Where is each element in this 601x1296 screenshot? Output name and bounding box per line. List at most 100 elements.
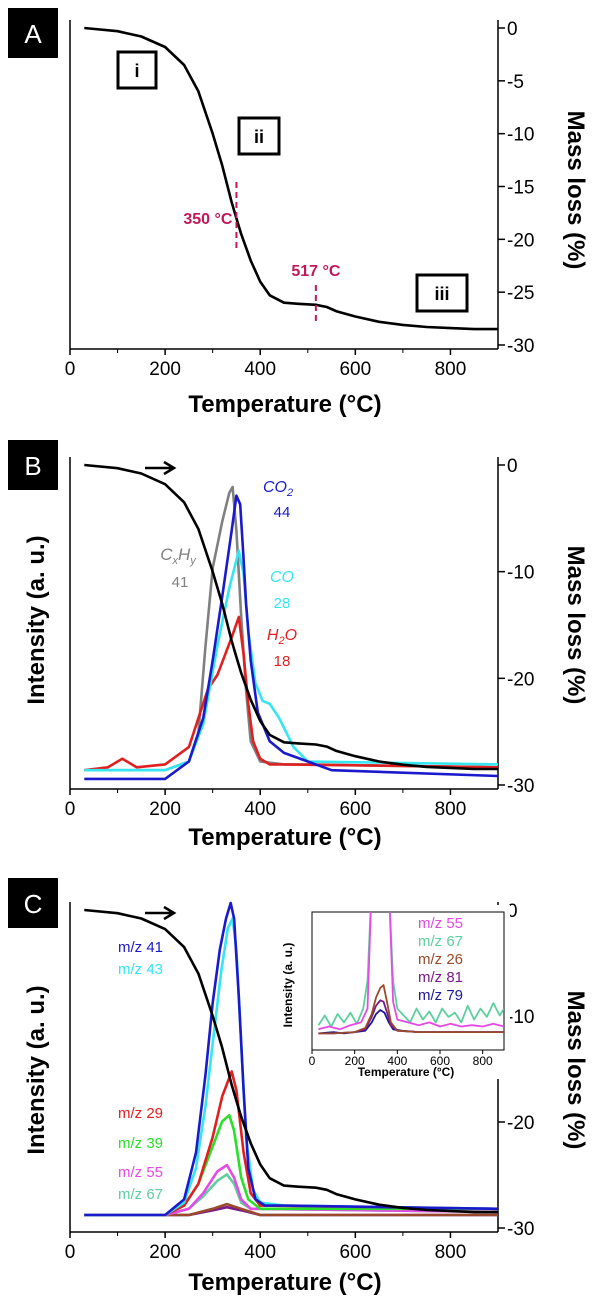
stage-ii-label: ii — [254, 127, 264, 147]
y-tick-label: 0 — [507, 901, 518, 922]
label-h2o-mz: 18 — [274, 653, 291, 670]
y-tick-label: -5 — [507, 72, 524, 93]
x-tick-label: 800 — [435, 1242, 467, 1263]
series-label: m/z 67 — [118, 1186, 163, 1203]
ms-curve-m-z-29 — [84, 1070, 499, 1217]
inset-x-tick-label: 800 — [473, 1054, 493, 1068]
ms-curve-h2o — [84, 615, 499, 772]
heating-arrow-icon — [145, 905, 177, 921]
inset-curve-m-z-67 — [317, 912, 504, 1028]
inset-legend-entry: m/z 81 — [418, 969, 463, 986]
label-co2-mz: 44 — [274, 504, 291, 521]
panel-c-letter: C — [24, 889, 43, 919]
inset-curves-group — [317, 912, 504, 1035]
mass-loss-line — [84, 463, 498, 771]
x-tick-label: 200 — [149, 799, 181, 820]
x-tick-label: 400 — [244, 359, 276, 380]
x-tick-label: 0 — [65, 359, 76, 380]
series-label: m/z 55 — [118, 1164, 163, 1181]
panel-b-letter: B — [24, 451, 41, 481]
ms-curve-m-z-26 — [84, 1202, 498, 1217]
heating-arrow-icon — [145, 460, 177, 476]
annotation-517: 517 °C — [291, 263, 341, 280]
panel-c-inset: 0 200 400 600 800 m/z 55m/z 67m/z 26m/z 81m/… — [278, 905, 510, 1079]
y-tick-label: -25 — [507, 283, 534, 304]
panel-a-xlabel: Temperature (°C) — [188, 391, 381, 418]
panel-b-ylabel-right: Mass loss (%) — [562, 546, 589, 705]
y-tick-label: 0 — [507, 456, 518, 477]
series-label: m/z 39 — [118, 1135, 163, 1152]
panel-c-xlabel: Temperature (°C) — [188, 1269, 381, 1296]
stage-iii-label: iii — [434, 284, 449, 304]
inset-x-tick-label: 0 — [309, 1054, 316, 1068]
inset-frame — [311, 911, 505, 1051]
x-tick-label: 200 — [149, 359, 181, 380]
inset-ylabel: Intensity (a. u.) — [281, 943, 295, 1028]
panel-b-badge — [8, 440, 58, 490]
label-cxhy-mz: 41 — [172, 574, 189, 591]
ms-curve-co2 — [84, 494, 499, 781]
inset-xlabel: Temperature (°C) — [358, 1065, 455, 1079]
y-tick-label: -20 — [507, 669, 534, 690]
x-tick-label: 600 — [339, 1242, 371, 1263]
inset-legend-entry: m/z 67 — [418, 933, 463, 950]
x-tick-label: 200 — [149, 1242, 181, 1263]
panel-b-xlabel: Temperature (°C) — [188, 824, 381, 851]
label-h2o: H2O — [267, 627, 297, 647]
x-tick-label: 800 — [435, 799, 467, 820]
label-co2: CO2 — [263, 479, 293, 499]
x-tick-label: 0 — [65, 1242, 76, 1263]
inset-x-tick-label: 400 — [387, 1054, 407, 1068]
ms-curve-m-z-41 — [84, 901, 499, 1217]
stage-iii-box — [415, 273, 469, 313]
panel-a-badge — [8, 8, 58, 58]
inset-legend-entry: m/z 55 — [418, 915, 463, 932]
x-tick-label: 0 — [65, 799, 76, 820]
y-tick-label: -20 — [507, 1113, 534, 1134]
inset-curve-m-z-55 — [318, 912, 504, 1031]
panel-b-species-labels: CxHy 41 CO2 44 CO 28 H2O 18 — [160, 479, 297, 670]
x-tick-label: 800 — [435, 359, 467, 380]
label-co: CO — [270, 569, 294, 586]
inset-legend-entry: m/z 79 — [418, 987, 463, 1004]
stage-ii-box — [237, 116, 281, 156]
inset-x-tick-label: 600 — [430, 1054, 450, 1068]
panel-c-ylabel-right: Mass loss (%) — [562, 991, 589, 1150]
panel-a-letter: A — [24, 19, 42, 49]
panel-b-ylabel: Intensity (a. u.) — [23, 535, 50, 704]
x-tick-label: 400 — [244, 799, 276, 820]
x-tick-label: 600 — [339, 799, 371, 820]
x-tick-label: 600 — [339, 359, 371, 380]
panel-a-ylabel-right: Mass loss (%) — [562, 111, 589, 270]
inset-curve-m-z-26 — [318, 984, 504, 1035]
series-label: m/z 41 — [118, 939, 163, 956]
series-label: m/z 29 — [118, 1105, 163, 1122]
y-tick-label: 0 — [507, 19, 518, 40]
ms-curve-m-z-43 — [84, 917, 499, 1217]
inset-x-tick-label: 200 — [345, 1054, 365, 1068]
panel-b: B 0 200 400 600 800 0 -10 -20 -30 CxHy 41 CO2 44… — [8, 440, 589, 851]
panel-c-ylabel: Intensity (a. u.) — [23, 985, 50, 1154]
x-tick-label: 400 — [244, 1242, 276, 1263]
stage-i-box — [116, 50, 158, 90]
panel-c-badge — [8, 878, 58, 928]
ms-curve-m-z-55 — [84, 1163, 499, 1217]
label-cxhy: CxHy — [160, 545, 197, 567]
y-tick-label: -10 — [507, 1007, 534, 1028]
y-tick-label: -10 — [507, 563, 534, 584]
y-tick-label: -20 — [507, 230, 534, 251]
label-co-mz: 28 — [274, 595, 291, 612]
y-tick-label: -30 — [507, 336, 534, 357]
y-tick-label: -30 — [507, 776, 534, 797]
stage-i-label: i — [134, 61, 139, 81]
y-tick-label: -30 — [507, 1219, 534, 1240]
annotation-350: 350 °C — [183, 211, 233, 228]
panel-a: A 0 200 400 600 800 0 -5 -10 -15 -20 -25 -30 350 °C… — [8, 8, 589, 418]
y-tick-label: -15 — [507, 178, 534, 199]
mass-loss-line — [84, 26, 498, 331]
series-label: m/z 43 — [118, 961, 163, 978]
mass-loss-line — [84, 908, 498, 1214]
y-tick-label: -10 — [507, 125, 534, 146]
panel-c: C 0 200 400 600 800 0 -10 -20 -30 m/z 41 m/z 43 m/… — [8, 878, 589, 1296]
